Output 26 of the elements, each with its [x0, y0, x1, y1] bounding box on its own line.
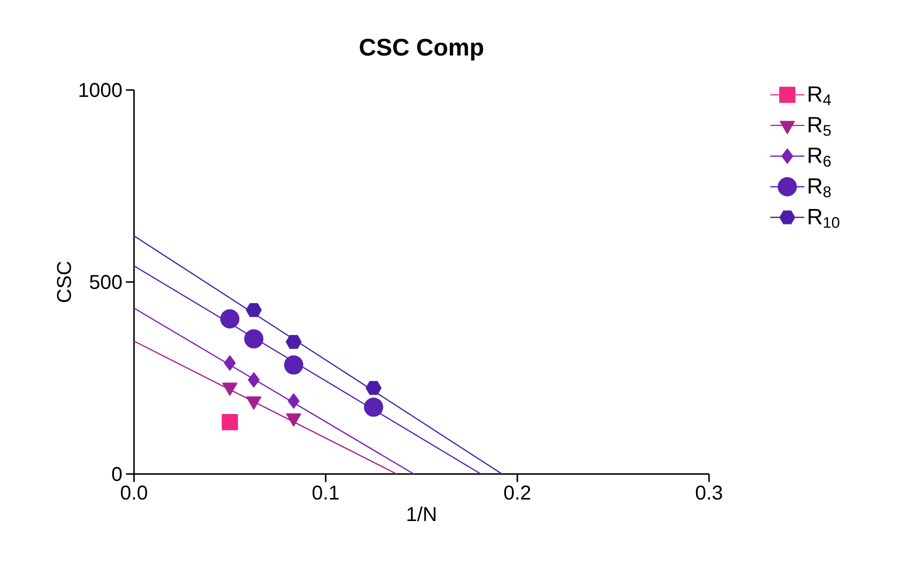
legend-label: R$_{8}$ [808, 178, 831, 198]
point [284, 355, 304, 375]
y-axis-title: CSC [56, 262, 72, 302]
point [248, 372, 260, 388]
y-tick-label: 0 [112, 466, 122, 482]
legend-label: R$_{10}$ [808, 209, 840, 228]
chart-title: CSC Comp [360, 38, 484, 60]
point [366, 381, 382, 395]
x-tick-label: 0.1 [312, 486, 339, 500]
x-axis-title: 1/N [407, 506, 436, 522]
legend-label: R$_{4}$ [808, 86, 831, 106]
legend-label: R$_{6}$ [808, 148, 831, 167]
x-tick-label: 0.3 [696, 486, 722, 500]
y-tick-label: 1000 [80, 82, 122, 98]
point [244, 329, 264, 348]
point [364, 398, 384, 417]
point [286, 334, 302, 349]
point [288, 393, 300, 409]
x-tick-label: 0.0 [120, 486, 148, 500]
y-tick-label: 500 [90, 274, 122, 290]
x-tick-label: 0.2 [504, 486, 530, 500]
legend-label: R$_{5}$ [808, 117, 831, 136]
point [224, 355, 236, 371]
point [246, 303, 262, 317]
point [220, 309, 240, 328]
point [222, 414, 238, 430]
